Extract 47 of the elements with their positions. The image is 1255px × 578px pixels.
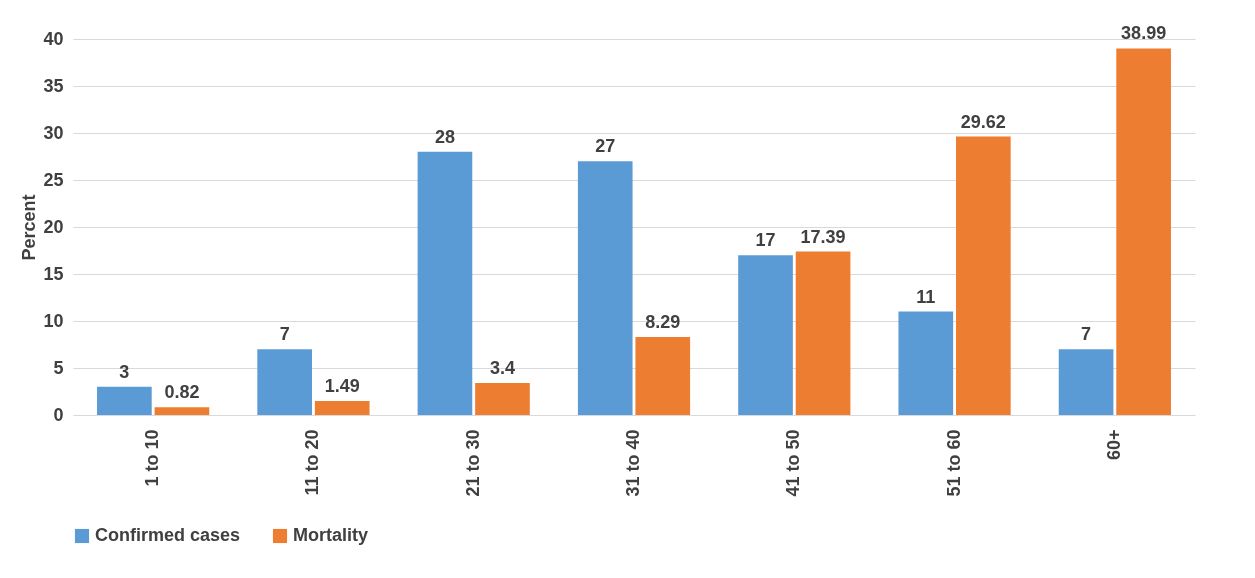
- bar: [1116, 48, 1171, 415]
- data-label: 3: [119, 361, 130, 382]
- y-axis-title: Percent: [19, 194, 40, 261]
- bar: [314, 400, 370, 415]
- data-label: 17: [755, 230, 776, 251]
- y-tick-label: 30: [43, 122, 64, 143]
- bar: [738, 255, 793, 415]
- bar: [257, 349, 312, 415]
- data-label: 3.4: [489, 358, 515, 379]
- x-tick-label: 11 to 20: [302, 429, 323, 496]
- y-tick-label: 15: [43, 263, 64, 284]
- y-tick-label: 25: [43, 169, 64, 190]
- data-label: 27: [595, 136, 616, 157]
- data-label: 7: [279, 324, 290, 345]
- x-tick-label: 51 to 60: [943, 429, 964, 497]
- data-label: 38.99: [1121, 23, 1167, 44]
- x-tick-label: 31 to 40: [623, 429, 643, 497]
- data-label: 1.49: [324, 375, 360, 396]
- bar: [1058, 349, 1114, 415]
- bar: [577, 161, 633, 415]
- legend-label: Mortality: [293, 525, 369, 545]
- y-tick-label: 35: [43, 75, 64, 96]
- data-label: 8.29: [645, 312, 681, 333]
- bar: [417, 151, 473, 415]
- x-tick-label: 60+: [1103, 429, 1124, 461]
- y-tick-label: 10: [43, 310, 64, 331]
- y-tick-label: 40: [43, 28, 64, 49]
- x-tick-label: 41 to 50: [783, 429, 804, 497]
- legend-label: Confirmed cases: [95, 525, 241, 545]
- bar: [795, 251, 851, 415]
- x-tick-label: 21 to 30: [462, 429, 483, 497]
- bar: [956, 136, 1011, 415]
- bar: [898, 311, 954, 415]
- bar: [475, 383, 530, 415]
- data-label: 17.39: [800, 226, 846, 247]
- y-tick-label: 0: [53, 404, 64, 425]
- data-label: 28: [434, 126, 455, 147]
- bar: [97, 386, 152, 415]
- y-tick-label: 20: [43, 216, 64, 237]
- data-label: 0.82: [164, 382, 200, 403]
- x-tick-label: 1 to 10: [142, 429, 163, 487]
- data-label: 7: [1081, 324, 1092, 345]
- bar: [154, 407, 210, 415]
- y-tick-label: 5: [53, 357, 64, 378]
- data-label: 29.62: [960, 111, 1006, 132]
- data-label: 11: [916, 286, 936, 307]
- bar: [635, 337, 691, 415]
